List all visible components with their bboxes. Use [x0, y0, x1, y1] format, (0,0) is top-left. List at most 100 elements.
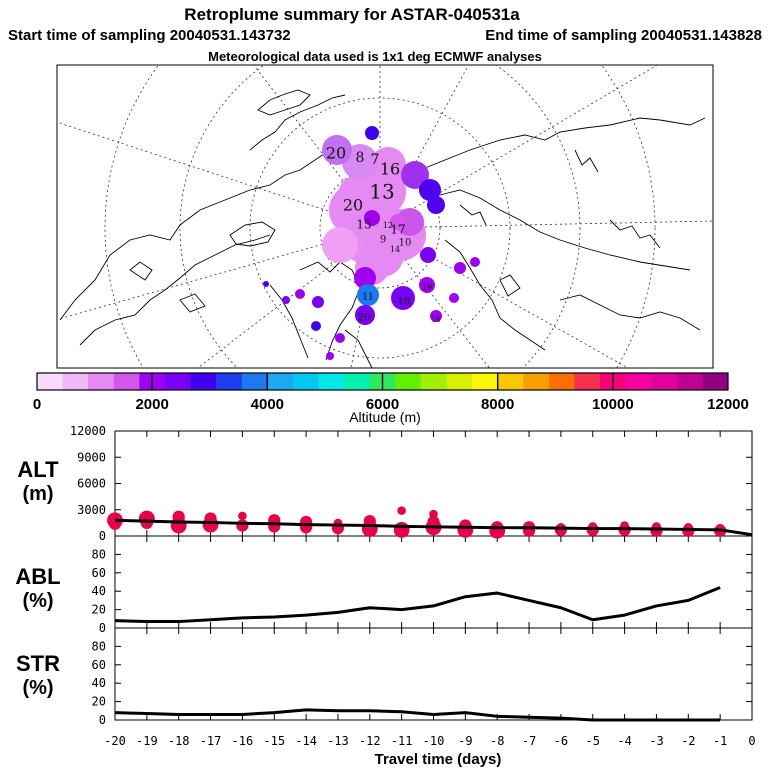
plume-cluster-label: 7: [371, 152, 380, 168]
str-series-line: [114, 708, 721, 722]
x-tick-label: -10: [423, 734, 445, 748]
colorbar-swatch: [574, 373, 601, 390]
x-tick-label: -11: [391, 734, 413, 748]
colorbar-swatch: [395, 373, 422, 390]
figure-title: Retroplume summary for ASTAR-040531a: [184, 5, 520, 24]
y-tick-label: 40: [92, 584, 106, 598]
y-tick-label: 60: [92, 566, 106, 580]
colorbar-tick-label: 0: [33, 396, 41, 413]
alt-scatter-point: [459, 519, 472, 532]
x-tick-label: -12: [359, 734, 381, 748]
plume-cluster-circle: [322, 135, 352, 165]
plume-cluster-circle: [357, 284, 379, 306]
colorbar-swatch: [88, 373, 115, 390]
y-tick-label: 3000: [77, 503, 106, 517]
colorbar-swatch: [267, 373, 294, 390]
plume-cluster-circle: [419, 179, 441, 201]
colorbar-swatch: [190, 373, 217, 390]
y-tick-label: 80: [92, 639, 106, 653]
x-tick-label: -8: [490, 734, 504, 748]
abl-panel-label: ABL: [15, 564, 60, 589]
colorbar-swatch: [497, 373, 524, 390]
plume-cluster-circle: [355, 305, 375, 325]
plume-cluster-label: 10: [399, 238, 412, 249]
x-tick-label: -5: [586, 734, 600, 748]
x-tick-label: -3: [649, 734, 663, 748]
plume-cluster-circle: [420, 247, 436, 263]
colorbar-tick-label: 6000: [366, 396, 399, 413]
x-tick-label: -14: [295, 734, 317, 748]
coastlines: [59, 89, 706, 368]
alt-scatter-point: [236, 519, 249, 532]
colorbar-tick-label: 8000: [481, 396, 514, 413]
plume-cluster-circle: [365, 126, 379, 140]
plume-cluster-circle: [338, 175, 378, 215]
plume-cluster-label: 16: [432, 316, 441, 324]
colorbar-tick-label: 4000: [251, 396, 284, 413]
plume-cluster-circle: [326, 352, 334, 360]
alt-scatter-point: [172, 510, 185, 523]
alt-scatter-point: [138, 510, 155, 527]
colorbar-swatch: [420, 373, 447, 390]
plume-cluster-circle: [390, 214, 406, 230]
x-axis: -20 -19 -18 -17 -16 -15 -14 -13 -12 -11 -10 -9 -8 -7-…: [104, 734, 755, 748]
abl-y-axis: 80 60 40 20 0: [92, 536, 753, 635]
plume-cluster-circle: [396, 208, 424, 236]
y-tick-label: 9000: [77, 450, 106, 464]
alt-scatter-point: [397, 506, 406, 515]
colorbar-tick-label: 12000: [707, 396, 749, 413]
plume-cluster-label: 18: [398, 297, 411, 308]
y-tick-label: 12000: [70, 424, 106, 438]
abl-series-line: [114, 586, 721, 624]
plume-cluster-label: 15: [356, 218, 371, 232]
colorbar-swatch: [113, 373, 140, 390]
x-tick-label: -18: [168, 734, 190, 748]
x-tick-label: -2: [681, 734, 695, 748]
plume-cluster-label: 20: [358, 313, 371, 324]
colorbar-swatch: [292, 373, 319, 390]
str-series: [114, 708, 721, 722]
plume-cluster-circle: [311, 321, 321, 331]
x-tick-label: -4: [617, 734, 631, 748]
plume-cluster-circle: [430, 310, 442, 322]
x-axis-label: Travel time (days): [375, 751, 502, 768]
start-time-label: Start time of sampling 20040531.143732: [8, 27, 291, 44]
plume-cluster-label: 19: [422, 283, 432, 292]
colorbar-swatch: [625, 373, 652, 390]
plume-cluster-circle: [391, 286, 415, 310]
plume-cluster-circle: [454, 262, 466, 274]
colorbar-swatch: [651, 373, 678, 390]
plume-cluster-circle: [295, 289, 305, 299]
alt-series: [107, 506, 753, 539]
x-tick-label: -19: [136, 734, 158, 748]
colorbar-swatch: [164, 373, 191, 390]
plume-cluster-circle: [312, 296, 324, 308]
y-tick-label: 20: [92, 695, 106, 709]
y-tick-label: 80: [92, 547, 106, 561]
colorbar-swatch: [676, 373, 703, 390]
colorbar-swatch: [318, 373, 345, 390]
alt-scatter-point: [300, 515, 313, 529]
alt-panel-unit: (m): [22, 483, 53, 505]
x-tick-label: 0: [748, 734, 755, 748]
colorbar-swatch: [62, 373, 89, 390]
plume-cluster-circle: [263, 281, 269, 287]
altitude-colorbar: 0 2000 4000 6000 8000 10000 12000: [33, 372, 749, 413]
colorbar-tick-label: 10000: [592, 396, 634, 413]
met-data-label: Meteorological data used is 1x1 deg ECMW…: [208, 49, 542, 64]
x-tick-label: -15: [263, 734, 285, 748]
y-tick-label: 60: [92, 658, 106, 672]
colorbar-swatch: [241, 373, 268, 390]
colorbar-swatch: [446, 373, 473, 390]
colorbar-swatch: [37, 373, 63, 390]
x-tick-label: -17: [200, 734, 222, 748]
colorbar-swatch: [216, 373, 243, 390]
x-tick-label: -1: [713, 734, 727, 748]
colorbar-tick-label: 2000: [135, 396, 168, 413]
plume-cluster-circle: [322, 227, 358, 263]
plume-cluster-label: 13: [369, 180, 394, 204]
plume-cluster-circle: [354, 267, 376, 289]
plume-cluster-circle: [364, 210, 380, 226]
y-tick-label: 0: [99, 529, 106, 543]
plume-cluster-circle: [449, 293, 459, 303]
